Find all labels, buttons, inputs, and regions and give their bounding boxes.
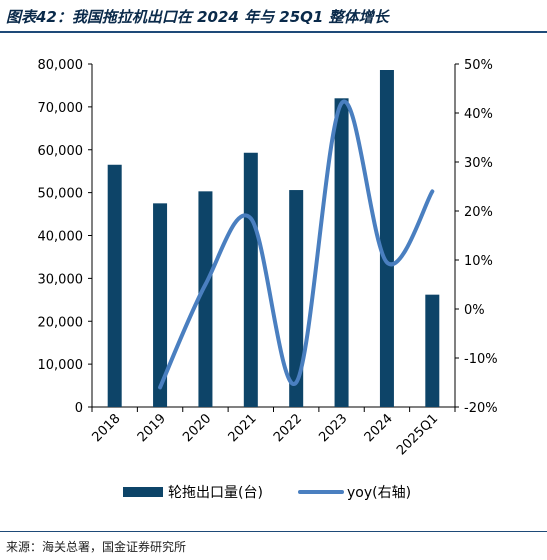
y-left-tick-label: 30,000	[38, 272, 84, 287]
bottom-rule	[0, 531, 547, 532]
x-tick-label: 2022	[271, 411, 305, 445]
y-right-tick-label: 40%	[464, 107, 493, 122]
x-tick-label: 2024	[362, 411, 396, 445]
y-right-tick-label: 10%	[464, 254, 493, 269]
y-left-tick-label: 70,000	[38, 101, 84, 116]
bar-2024	[379, 70, 394, 407]
legend-bar-label: 轮拖出口量(台)	[168, 485, 263, 501]
legend-line-label: yoy(右轴)	[347, 485, 411, 501]
y-right-tick-label: 20%	[464, 205, 493, 220]
bar-2023	[334, 98, 349, 408]
x-tick-label: 2020	[180, 411, 214, 445]
chart-axes	[88, 63, 459, 412]
y-right-tick-label: 50%	[464, 58, 493, 73]
source-note: 来源：海关总署，国金证券研究所	[6, 540, 187, 554]
y-right-tick-label: -10%	[464, 352, 498, 367]
x-tick-label: 2018	[90, 411, 124, 445]
x-tick-label: 2021	[226, 411, 260, 445]
yoy-line	[158, 99, 435, 390]
bar-2019	[153, 203, 168, 407]
title-rule	[0, 31, 547, 33]
y-right-tick-label: 30%	[464, 156, 493, 171]
y-left-tick-label: 20,000	[38, 315, 84, 330]
y-left-tick-label: 40,000	[38, 230, 84, 245]
y-left-tick-label: 50,000	[38, 187, 84, 202]
x-tick-label: 2019	[135, 411, 169, 445]
y-right-tick-label: 0%	[464, 303, 485, 318]
y-right-tick-label: -20%	[464, 401, 498, 416]
legend-bar-swatch	[123, 487, 163, 497]
bar-2022	[289, 190, 304, 407]
bar-2020	[198, 191, 213, 407]
y-left-tick-label: 10,000	[38, 358, 84, 373]
bar-2018	[107, 164, 122, 407]
chart: 0 10,000 20,000 30,000 40,000 50,000 60,000 70,…	[38, 58, 498, 501]
bar-2021	[243, 152, 258, 407]
x-tick-label: 2023	[316, 411, 350, 445]
bar-2025Q1	[425, 294, 440, 407]
y-left-tick-label: 80,000	[38, 58, 84, 73]
x-tick-label: 2025Q1	[394, 411, 441, 458]
y-left-tick-label: 60,000	[38, 144, 84, 159]
y-left-tick-label: 0	[75, 401, 83, 416]
line-series	[158, 99, 435, 390]
bar-series	[107, 70, 440, 408]
figure-title: 图表42：我国拖拉机出口在 2024 年与 25Q1 整体增长	[6, 8, 389, 26]
chart-legend: 轮拖出口量(台) yoy(右轴)	[123, 485, 411, 501]
